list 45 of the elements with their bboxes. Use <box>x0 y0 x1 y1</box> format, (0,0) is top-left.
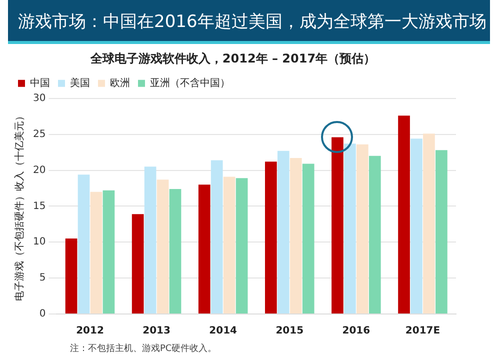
bar <box>264 162 277 314</box>
y-tick-label: 5 <box>39 272 46 284</box>
legend-label: 中国 <box>30 76 50 89</box>
bar <box>302 164 314 314</box>
x-tick-label: 2013 <box>142 326 170 337</box>
bar <box>436 150 448 314</box>
bar <box>423 134 435 314</box>
bar <box>368 156 381 314</box>
bar <box>210 160 223 314</box>
legend-label: 欧洲 <box>110 76 130 89</box>
bar <box>277 150 290 314</box>
x-tick-label: 2015 <box>276 326 304 337</box>
bar <box>332 137 344 314</box>
y-tick-label: 15 <box>32 200 46 212</box>
bar <box>156 180 169 314</box>
bar <box>398 116 410 314</box>
bar <box>290 158 302 314</box>
y-tick-label: 20 <box>32 164 46 176</box>
bar <box>132 214 144 314</box>
bar <box>344 144 356 314</box>
bar <box>198 184 210 314</box>
bar <box>169 188 182 314</box>
x-tick-label: 2016 <box>342 326 370 337</box>
x-tick-label: 2014 <box>209 326 238 337</box>
x-tick-label: 2012 <box>76 326 104 337</box>
bar <box>236 178 248 314</box>
bar <box>65 238 78 314</box>
bar <box>90 192 102 314</box>
y-axis-title: 电子游戏（不包括硬件）收入（十亿美元） <box>14 111 26 302</box>
x-tick-label: 2017E <box>405 326 440 337</box>
bar <box>78 174 90 314</box>
y-tick-label: 10 <box>32 236 46 248</box>
legend-label: 亚洲（不含中国） <box>150 76 230 89</box>
bar <box>144 166 156 314</box>
legend-label: 美国 <box>70 76 90 89</box>
chart-title: 游戏市场：中国在2016年超过美国，成为全球第一大游戏市场 <box>8 0 490 44</box>
bar <box>102 190 115 314</box>
text: 注：不包括主机、游戏PC硬件收入。 <box>70 342 217 355</box>
bar <box>356 144 368 314</box>
chart-subtitle: 全球电子游戏软件收入，2012年 – 2017年（预估） <box>89 51 376 66</box>
y-tick-label: 0 <box>39 308 46 320</box>
bar <box>410 138 422 314</box>
y-tick-label: 30 <box>32 92 46 104</box>
y-tick-label: 25 <box>32 128 46 140</box>
bar <box>223 176 236 314</box>
